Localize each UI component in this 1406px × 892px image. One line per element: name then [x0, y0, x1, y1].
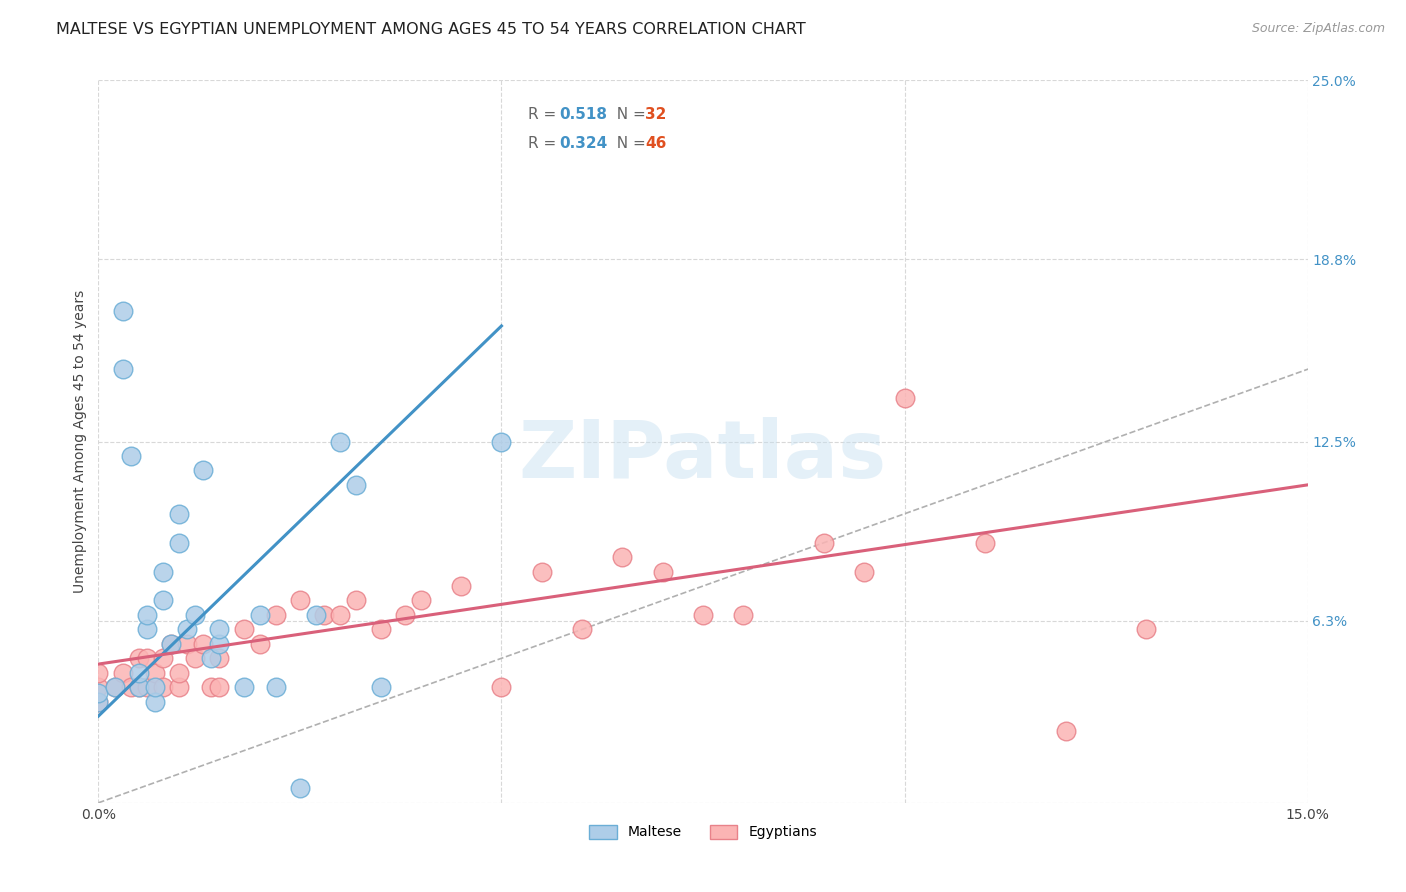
- Text: 0.324: 0.324: [560, 136, 607, 152]
- Point: [143, 680, 166, 694]
- Y-axis label: Unemployment Among Ages 45 to 54 years: Unemployment Among Ages 45 to 54 years: [73, 290, 87, 593]
- Point: [208, 637, 231, 651]
- Point: [733, 607, 755, 622]
- Point: [813, 535, 835, 549]
- Point: [249, 637, 271, 651]
- Point: [264, 680, 287, 694]
- Point: [135, 651, 157, 665]
- Point: [370, 680, 392, 694]
- Point: [184, 651, 207, 665]
- Point: [692, 607, 714, 622]
- Point: [232, 623, 254, 637]
- Point: [87, 686, 110, 700]
- Point: [111, 665, 134, 680]
- Text: 32: 32: [645, 107, 666, 122]
- Point: [128, 680, 150, 694]
- Text: N =: N =: [607, 136, 651, 152]
- Point: [87, 665, 110, 680]
- Point: [152, 593, 174, 607]
- Point: [208, 623, 231, 637]
- Point: [409, 593, 432, 607]
- Point: [135, 607, 157, 622]
- Point: [128, 651, 150, 665]
- Point: [288, 593, 311, 607]
- Point: [193, 637, 215, 651]
- Point: [305, 607, 328, 622]
- Point: [143, 695, 166, 709]
- Text: 46: 46: [645, 136, 666, 152]
- Point: [1135, 623, 1157, 637]
- Point: [853, 565, 876, 579]
- Text: ZIPatlas: ZIPatlas: [519, 417, 887, 495]
- Point: [200, 680, 222, 694]
- Point: [232, 680, 254, 694]
- Text: Source: ZipAtlas.com: Source: ZipAtlas.com: [1251, 22, 1385, 36]
- Point: [176, 637, 198, 651]
- Point: [87, 695, 110, 709]
- Point: [128, 680, 150, 694]
- Point: [344, 593, 367, 607]
- Point: [974, 535, 997, 549]
- Point: [329, 607, 352, 622]
- Point: [120, 680, 142, 694]
- Point: [103, 680, 125, 694]
- Point: [111, 304, 134, 318]
- Point: [329, 434, 352, 449]
- Point: [135, 680, 157, 694]
- Point: [491, 680, 513, 694]
- Point: [111, 362, 134, 376]
- Point: [394, 607, 416, 622]
- Point: [571, 623, 593, 637]
- Point: [120, 449, 142, 463]
- Point: [167, 680, 190, 694]
- Point: [450, 579, 472, 593]
- Point: [167, 665, 190, 680]
- Point: [87, 680, 110, 694]
- Point: [176, 623, 198, 637]
- Point: [143, 665, 166, 680]
- Point: [264, 607, 287, 622]
- Point: [200, 651, 222, 665]
- Point: [87, 695, 110, 709]
- Point: [344, 478, 367, 492]
- Point: [491, 434, 513, 449]
- Text: R =: R =: [527, 107, 561, 122]
- Point: [160, 637, 183, 651]
- Point: [167, 535, 190, 549]
- Point: [1054, 723, 1077, 738]
- Point: [167, 507, 190, 521]
- Point: [135, 623, 157, 637]
- Point: [160, 637, 183, 651]
- Point: [208, 680, 231, 694]
- Point: [208, 651, 231, 665]
- Text: N =: N =: [607, 107, 651, 122]
- Point: [152, 651, 174, 665]
- Point: [612, 550, 634, 565]
- Legend: Maltese, Egyptians: Maltese, Egyptians: [582, 818, 824, 847]
- Point: [128, 665, 150, 680]
- Point: [893, 391, 915, 405]
- Point: [530, 565, 553, 579]
- Point: [288, 781, 311, 796]
- Point: [193, 463, 215, 477]
- Text: MALTESE VS EGYPTIAN UNEMPLOYMENT AMONG AGES 45 TO 54 YEARS CORRELATION CHART: MALTESE VS EGYPTIAN UNEMPLOYMENT AMONG A…: [56, 22, 806, 37]
- Text: 0.518: 0.518: [560, 107, 607, 122]
- Point: [370, 623, 392, 637]
- Point: [152, 680, 174, 694]
- Point: [651, 565, 673, 579]
- Point: [249, 607, 271, 622]
- Point: [314, 607, 336, 622]
- Point: [103, 680, 125, 694]
- Point: [184, 607, 207, 622]
- Text: R =: R =: [527, 136, 561, 152]
- Point: [152, 565, 174, 579]
